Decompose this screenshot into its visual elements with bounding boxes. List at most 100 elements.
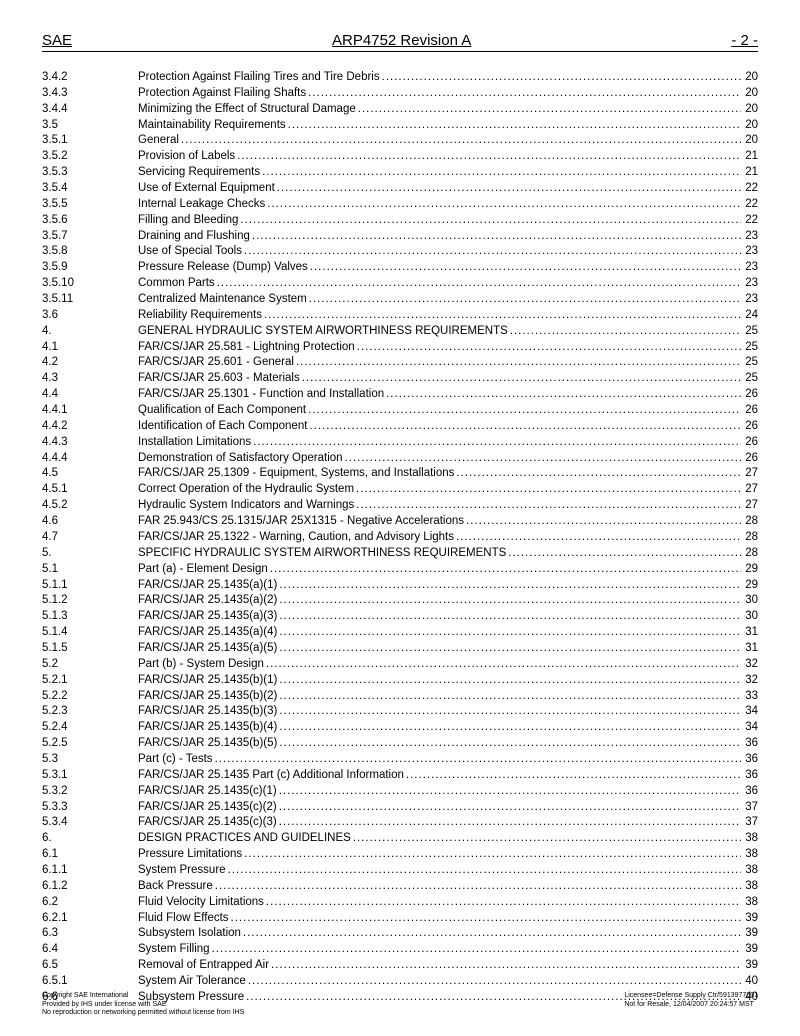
toc-page-number: 20 (741, 118, 758, 134)
toc-leader-dots (353, 831, 741, 847)
toc-section-title: FAR/CS/JAR 25.1435(c)(2) (138, 800, 279, 816)
toc-section-number: 4.2 (42, 355, 138, 371)
toc-section-title: FAR/CS/JAR 25.1435(c)(3) (138, 815, 279, 831)
toc-leader-dots (302, 371, 742, 387)
toc-section-number: 3.4.2 (42, 70, 138, 86)
toc-row: 6.4System Filling39 (42, 942, 758, 958)
toc-section-number: 6.5 (42, 958, 138, 974)
toc-section-title: FAR/CS/JAR 25.1322 - Warning, Caution, a… (138, 530, 456, 546)
toc-section-title: Back Pressure (138, 879, 215, 895)
toc-section-title: Pressure Limitations (138, 847, 244, 863)
footer-right-line: Not for Resale, 12/04/2007 20:24:57 MST (624, 1001, 758, 1010)
toc-page-number: 32 (741, 673, 758, 689)
toc-page-number: 30 (741, 609, 758, 625)
toc-row: 3.4.2Protection Against Flailing Tires a… (42, 70, 758, 86)
toc-leader-dots (466, 514, 741, 530)
toc-page-number: 31 (741, 625, 758, 641)
toc-page-number: 26 (741, 387, 758, 403)
toc-section-number: 3.5.5 (42, 197, 138, 213)
toc-section-title: FAR/CS/JAR 25.601 - General (138, 355, 296, 371)
toc-page-number: 22 (741, 197, 758, 213)
toc-section-title: Correct Operation of the Hydraulic Syste… (138, 482, 356, 498)
toc-page-number: 39 (741, 911, 758, 927)
toc-leader-dots (267, 197, 741, 213)
toc-section-number: 3.5.8 (42, 244, 138, 260)
toc-leader-dots (262, 165, 741, 181)
toc-section-title: Pressure Release (Dump) Valves (138, 260, 310, 276)
toc-page-number: 29 (741, 578, 758, 594)
toc-leader-dots (382, 70, 742, 86)
toc-leader-dots (215, 752, 742, 768)
toc-section-number: 5.2.5 (42, 736, 138, 752)
toc-section-title: Fluid Flow Effects (138, 911, 231, 927)
toc-page-number: 39 (741, 942, 758, 958)
page-footer: Copyright SAE InternationalProvided by I… (42, 992, 758, 1018)
toc-row: 3.5.8Use of Special Tools23 (42, 244, 758, 260)
toc-row: 5.3.2FAR/CS/JAR 25.1435(c)(1)36 (42, 784, 758, 800)
toc-leader-dots (240, 213, 741, 229)
toc-section-title: FAR/CS/JAR 25.1435(a)(2) (138, 593, 279, 609)
toc-leader-dots (508, 546, 741, 562)
toc-leader-dots (308, 86, 741, 102)
toc-section-number: 6.2 (42, 895, 138, 911)
toc-leader-dots (356, 498, 741, 514)
toc-section-title: Identification of Each Component (138, 419, 309, 435)
toc-section-number: 3.4.3 (42, 86, 138, 102)
toc-section-title: FAR/CS/JAR 25.1435(b)(3) (138, 704, 279, 720)
toc-row: 4.4FAR/CS/JAR 25.1301 - Function and Ins… (42, 387, 758, 403)
toc-page-number: 28 (741, 530, 758, 546)
toc-row: 4.5.1Correct Operation of the Hydraulic … (42, 482, 758, 498)
toc-section-title: Fluid Velocity Limitations (138, 895, 266, 911)
toc-row: 4.4.4Demonstration of Satisfactory Opera… (42, 451, 758, 467)
toc-leader-dots (237, 149, 741, 165)
toc-row: 3.5.1General20 (42, 133, 758, 149)
toc-page-number: 27 (741, 498, 758, 514)
toc-row: 5.3Part (c) - Tests36 (42, 752, 758, 768)
toc-row: 5.2.2FAR/CS/JAR 25.1435(b)(2)33 (42, 689, 758, 705)
toc-page-number: 38 (741, 831, 758, 847)
toc-page-number: 33 (741, 689, 758, 705)
toc-section-number: 5.2.1 (42, 673, 138, 689)
toc-section-number: 6.1.2 (42, 879, 138, 895)
toc-page-number: 21 (741, 165, 758, 181)
toc-section-title: Provision of Labels (138, 149, 237, 165)
toc-leader-dots (277, 181, 741, 197)
toc-page-number: 38 (741, 847, 758, 863)
toc-row: 4.5FAR/CS/JAR 25.1309 - Equipment, Syste… (42, 466, 758, 482)
footer-left: Copyright SAE InternationalProvided by I… (42, 992, 244, 1018)
toc-leader-dots (266, 895, 741, 911)
toc-leader-dots (357, 340, 742, 356)
toc-page-number: 26 (741, 435, 758, 451)
toc-section-number: 5.3 (42, 752, 138, 768)
toc-section-number: 4.4 (42, 387, 138, 403)
toc-leader-dots (288, 118, 742, 134)
toc-leader-dots (309, 292, 741, 308)
toc-row: 3.5.7Draining and Flushing23 (42, 229, 758, 245)
toc-leader-dots (264, 308, 741, 324)
toc-row: 5.1.3FAR/CS/JAR 25.1435(a)(3)30 (42, 609, 758, 625)
toc-leader-dots (279, 578, 741, 594)
toc-row: 5.1Part (a) - Element Design29 (42, 562, 758, 578)
toc-section-title: FAR/CS/JAR 25.1435(c)(1) (138, 784, 279, 800)
toc-section-number: 5.1 (42, 562, 138, 578)
toc-page-number: 24 (741, 308, 758, 324)
toc-leader-dots (279, 673, 741, 689)
toc-section-title: System Air Tolerance (138, 974, 248, 990)
toc-row: 3.5.6Filling and Bleeding22 (42, 213, 758, 229)
toc-leader-dots (215, 879, 741, 895)
toc-row: 5.1.1FAR/CS/JAR 25.1435(a)(1)29 (42, 578, 758, 594)
toc-leader-dots (296, 355, 741, 371)
toc-leader-dots (279, 736, 741, 752)
toc-row: 5.1.4FAR/CS/JAR 25.1435(a)(4)31 (42, 625, 758, 641)
toc-section-title: FAR/CS/JAR 25.1309 - Equipment, Systems,… (138, 466, 456, 482)
toc-page-number: 26 (741, 403, 758, 419)
toc-leader-dots (181, 133, 741, 149)
toc-page-number: 30 (741, 593, 758, 609)
toc-page-number: 23 (741, 229, 758, 245)
toc-section-number: 5.3.1 (42, 768, 138, 784)
toc-row: 4.3FAR/CS/JAR 25.603 - Materials25 (42, 371, 758, 387)
toc-section-number: 4.1 (42, 340, 138, 356)
toc-section-title: FAR/CS/JAR 25.603 - Materials (138, 371, 302, 387)
toc-section-number: 3.5.6 (42, 213, 138, 229)
toc-section-title: FAR/CS/JAR 25.1435(b)(2) (138, 689, 279, 705)
